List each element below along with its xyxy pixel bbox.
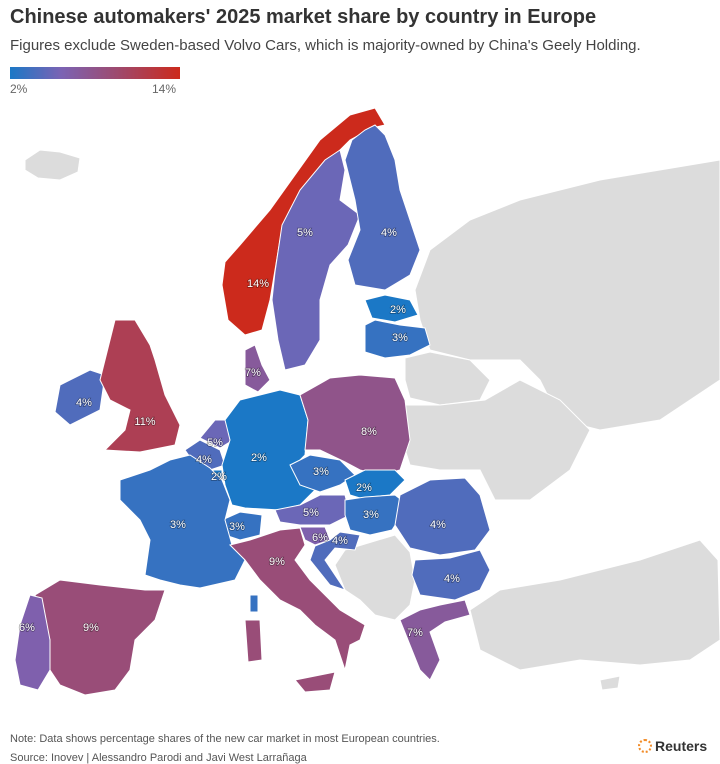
label-belgium: 4%: [196, 454, 212, 466]
country-italy-sicily[interactable]: [294, 671, 336, 693]
label-czechia: 3%: [313, 466, 329, 478]
iceland: [24, 149, 81, 181]
legend-max-label: 14%: [152, 82, 177, 96]
label-switzerland: 3%: [229, 521, 245, 533]
source-credit: Source: Inovev | Alessandro Parodi and J…: [10, 752, 307, 764]
label-uk: 11%: [134, 416, 155, 428]
country-germany[interactable]: [221, 389, 316, 511]
country-italy[interactable]: [229, 527, 366, 672]
label-spain: 9%: [83, 622, 99, 634]
europe-map: 14% 5% 4% 2% 3% 7% 4% 11% 5% 4% 2% 2% 8%…: [14, 107, 720, 696]
belarus: [404, 351, 491, 406]
balkans: [334, 534, 416, 621]
label-finland: 4%: [381, 227, 397, 239]
cyprus: [599, 675, 621, 691]
country-italy-sardinia[interactable]: [244, 619, 263, 663]
value-labels: 14% 5% 4% 2% 3% 7% 4% 11% 5% 4% 2% 2% 8%…: [18, 226, 461, 640]
country-france-corsica[interactable]: [249, 594, 259, 613]
reuters-logo-icon: [638, 739, 652, 753]
legend-min-label: 2%: [10, 82, 28, 96]
country-portugal[interactable]: [14, 594, 51, 691]
label-italy: 9%: [269, 556, 285, 568]
chart-title: Chinese automakers' 2025 market share by…: [10, 6, 597, 28]
label-norway: 14%: [247, 278, 269, 290]
label-romania: 4%: [430, 519, 446, 531]
label-netherlands: 5%: [207, 437, 223, 449]
label-france: 3%: [170, 519, 186, 531]
label-hungary: 3%: [363, 509, 379, 521]
country-spain[interactable]: [34, 579, 166, 696]
country-denmark[interactable]: [244, 344, 271, 393]
ukraine: [401, 379, 591, 501]
label-ireland: 4%: [76, 397, 92, 409]
label-estonia: 2%: [390, 304, 406, 316]
label-greece: 7%: [407, 627, 423, 639]
label-luxembourg: 2%: [211, 471, 227, 483]
country-finland[interactable]: [344, 124, 421, 291]
label-latvia: 3%: [392, 332, 408, 344]
label-slovakia: 2%: [356, 482, 372, 494]
country-slovakia[interactable]: [344, 469, 406, 499]
label-croatia: 4%: [332, 535, 348, 547]
russia: [414, 159, 720, 431]
country-sweden[interactable]: [271, 149, 361, 371]
chart-subtitle: Figures exclude Sweden-based Volvo Cars,…: [10, 37, 641, 54]
country-latvia[interactable]: [364, 319, 431, 359]
label-sweden: 5%: [297, 227, 313, 239]
country-ireland[interactable]: [54, 369, 106, 426]
color-scale-legend: [10, 67, 180, 79]
data-countries: [14, 107, 491, 696]
no-data-countries: [24, 149, 720, 691]
label-bulgaria: 4%: [444, 573, 460, 585]
brand-name: Reuters: [655, 738, 708, 754]
country-romania[interactable]: [394, 477, 491, 556]
reuters-logo: Reuters: [638, 738, 707, 754]
country-bulgaria[interactable]: [411, 549, 491, 601]
label-austria: 5%: [303, 507, 319, 519]
country-hungary[interactable]: [344, 494, 409, 536]
country-norway[interactable]: [221, 107, 386, 336]
label-slovenia: 6%: [312, 532, 328, 544]
label-poland: 8%: [361, 426, 377, 438]
label-portugal: 6%: [19, 622, 35, 634]
footnote: Note: Data shows percentage shares of th…: [10, 733, 440, 745]
label-germany: 2%: [251, 452, 267, 464]
country-croatia[interactable]: [309, 531, 361, 591]
country-greece[interactable]: [399, 599, 471, 681]
country-united-kingdom[interactable]: [99, 319, 181, 453]
country-estonia[interactable]: [364, 294, 419, 323]
label-denmark: 7%: [245, 367, 261, 379]
turkey: [469, 539, 720, 671]
